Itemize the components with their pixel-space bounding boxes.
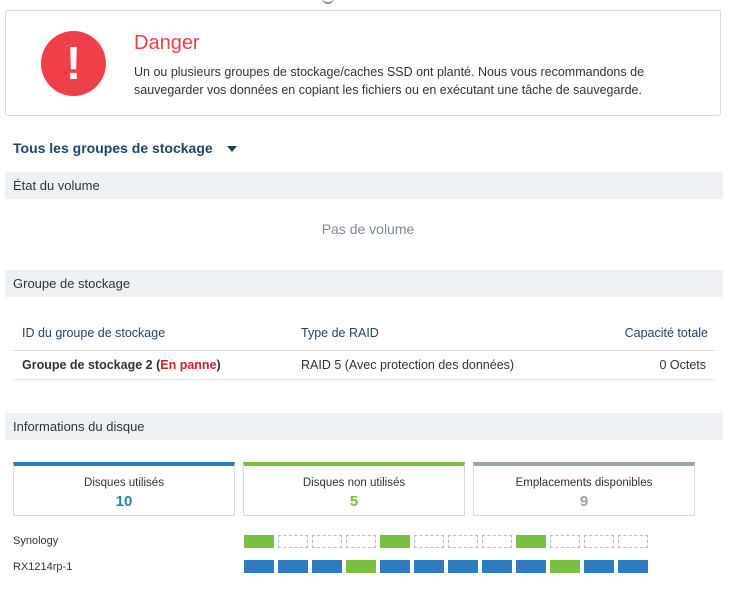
capacity-value: 0 Octets	[659, 358, 706, 372]
disk-slot-used[interactable]	[380, 560, 410, 573]
disk-slot-used[interactable]	[618, 560, 648, 573]
card-value: 5	[349, 493, 359, 510]
disk-slot-used[interactable]	[516, 560, 546, 573]
disk-slot-empty[interactable]	[312, 535, 342, 548]
disk-slot-unused[interactable]	[380, 535, 410, 548]
card-value: 9	[579, 493, 589, 510]
window-title-fragment	[322, 0, 334, 4]
table-row[interactable]: Groupe de stockage 2 (En panne)	[22, 358, 221, 372]
disk-slot-unused[interactable]	[346, 560, 376, 573]
table-divider	[13, 350, 715, 351]
disk-slot-unused[interactable]	[244, 535, 274, 548]
danger-alert: ! Danger Un ou plusieurs groupes de stoc…	[5, 10, 721, 116]
card-available-slots: Emplacements disponibles 9	[473, 462, 695, 516]
disk-slot-used[interactable]	[482, 560, 512, 573]
disk-slot-used[interactable]	[244, 560, 274, 573]
column-header-total-capacity[interactable]: Capacité totale	[624, 326, 708, 340]
alert-title: Danger	[134, 32, 200, 54]
disk-slot-empty[interactable]	[482, 535, 512, 548]
disk-info-header: Informations du disque	[5, 413, 723, 440]
disk-slot-empty[interactable]	[414, 535, 444, 548]
alert-message: Un ou plusieurs groupes de stockage/cach…	[134, 65, 645, 97]
pool-name: Groupe de stockage 2	[22, 358, 153, 372]
card-label: Emplacements disponibles	[515, 477, 653, 489]
disk-slot-empty[interactable]	[448, 535, 478, 548]
no-volume-text: Pas de volume	[321, 221, 415, 237]
storage-pool-dropdown-label: Tous les groupes de stockage	[13, 140, 213, 156]
card-unused-disks: Disques non utilisés 5	[243, 462, 465, 516]
card-label: Disques non utilisés	[302, 477, 406, 489]
disk-slot-empty[interactable]	[618, 535, 648, 548]
disk-slot-used[interactable]	[278, 560, 308, 573]
disk-slot-empty[interactable]	[550, 535, 580, 548]
storage-pool-header: Groupe de stockage	[5, 270, 723, 297]
column-header-raid-type[interactable]: Type de RAID	[301, 326, 379, 340]
card-used-disks: Disques utilisés 10	[13, 462, 235, 516]
disk-slot-empty[interactable]	[346, 535, 376, 548]
status-paren-open: (	[156, 358, 161, 372]
disk-slot-used[interactable]	[312, 560, 342, 573]
card-value: 10	[115, 493, 133, 510]
card-label: Disques utilisés	[84, 477, 164, 489]
unit-label-synology: Synology	[13, 535, 59, 547]
caret-down-icon	[226, 146, 237, 153]
storage-pool-dropdown[interactable]: Tous les groupes de stockage	[13, 140, 237, 156]
disk-slot-used[interactable]	[584, 560, 614, 573]
volume-status-header: État du volume	[5, 172, 723, 199]
disk-slot-unused[interactable]	[550, 560, 580, 573]
table-divider	[13, 379, 715, 380]
column-header-pool-id[interactable]: ID du groupe de stockage	[22, 326, 166, 340]
status-badge: En panne	[160, 358, 217, 372]
disk-slot-empty[interactable]	[584, 535, 614, 548]
disk-slot-used[interactable]	[414, 560, 444, 573]
disk-slot-empty[interactable]	[278, 535, 308, 548]
exclamation-icon: !	[41, 31, 106, 96]
disk-slot-unused[interactable]	[516, 535, 546, 548]
unit-label-expansion: RX1214rp-1	[13, 561, 73, 573]
disk-slot-used[interactable]	[448, 560, 478, 573]
status-paren-close: )	[216, 358, 221, 372]
raid-type-value: RAID 5 (Avec protection des données)	[301, 358, 515, 372]
